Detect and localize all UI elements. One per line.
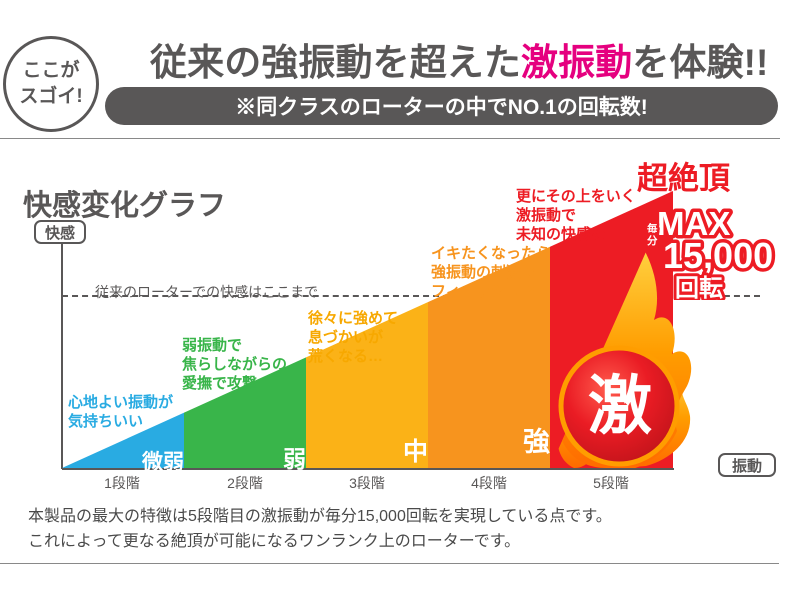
- svg-text:激: 激: [588, 370, 652, 442]
